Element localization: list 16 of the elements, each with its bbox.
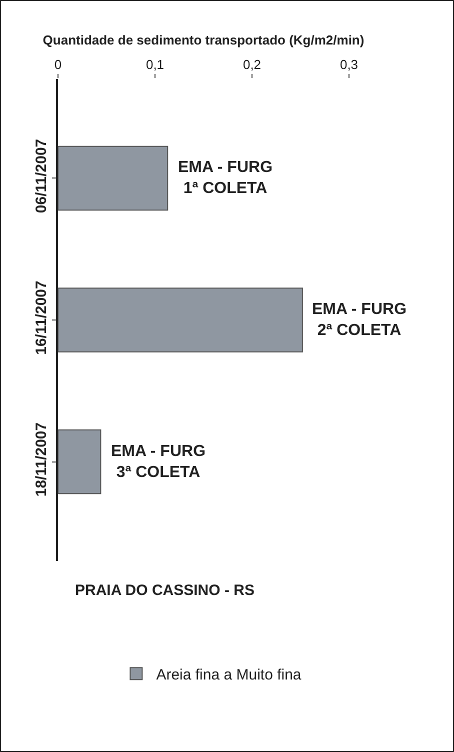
- text: PRAIA DO CASSINO - RS: [75, 582, 254, 599]
- bar: [58, 146, 168, 211]
- x-axis-title: Quantidade de sedimento transportado (Kg/m2/min): [42, 32, 364, 48]
- annotation: EMA - FURG 3ª COLETA: [111, 443, 206, 481]
- bar: [58, 429, 102, 494]
- annotation: EMA - FURG 2ª COLETA: [312, 301, 407, 339]
- y-tick-label: 06/11/2007: [33, 138, 50, 214]
- x-tick-label: 0,2: [242, 56, 262, 72]
- annotation: EMA - FURG 1ª COLETA: [178, 159, 273, 197]
- x-tick-label: 0,3: [340, 56, 358, 72]
- legend-label: Areia fina a Muito fina: [156, 666, 302, 684]
- x-tick-label: 0: [54, 56, 62, 72]
- x-tick-label: 0,1: [146, 56, 164, 72]
- y-tick-label: 18/11/2007: [33, 422, 50, 497]
- bar: [58, 288, 303, 352]
- y-tick-label: 16/11/2007: [33, 280, 50, 355]
